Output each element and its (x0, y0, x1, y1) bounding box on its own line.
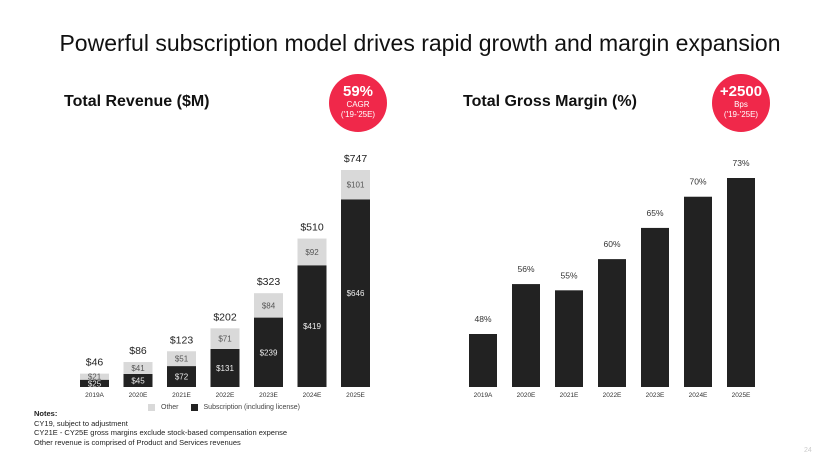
label-other: $92 (305, 248, 319, 257)
bps-badge: +2500 Bps ('19-'25E) (712, 74, 770, 132)
page-title: Powerful subscription model drives rapid… (59, 30, 781, 56)
bar-other (210, 328, 240, 349)
bar-gross-margin (469, 334, 497, 387)
cagr-value: 59% (342, 83, 374, 100)
revenue-chart-title: Total Revenue ($M) (64, 93, 210, 110)
x-tick-label: 2023E (646, 392, 665, 399)
label-total: $510 (300, 222, 324, 234)
label-value: 48% (474, 314, 491, 324)
cagr-badge: 59% CAGR ('19-'25E) (329, 74, 387, 132)
notes: Notes: CY19, subject to adjustment CY21E… (34, 409, 287, 447)
x-tick-label: 2022E (603, 392, 622, 399)
label-total: $46 (86, 357, 104, 369)
bar-other (297, 238, 327, 266)
bar-other (80, 373, 109, 380)
bar-other (167, 351, 196, 367)
note-line: Other revenue is comprised of Product an… (34, 437, 241, 447)
label-subscription: $72 (175, 373, 189, 382)
label-other: $71 (218, 335, 232, 344)
x-tick-label: 2024E (303, 392, 322, 399)
label-subscription: $131 (216, 364, 234, 373)
bps-period: ('19-'25E) (723, 110, 759, 119)
bps-label: Bps (734, 100, 748, 109)
legend-label-other: Other (161, 404, 179, 411)
label-total: $202 (213, 311, 237, 323)
x-tick-label: 2019A (474, 392, 493, 399)
x-tick-label: 2024E (689, 392, 708, 399)
label-value: 55% (560, 270, 577, 280)
label-total: $86 (129, 345, 147, 357)
label-other: $21 (88, 373, 102, 382)
label-total: $323 (257, 276, 281, 288)
bar-subscription (80, 379, 109, 387)
legend-label-subscription: Subscription (including license) (203, 404, 301, 411)
x-tick-label: 2021E (560, 392, 579, 399)
bar-subscription (210, 348, 240, 387)
margin-chart-title: Total Gross Margin (%) (463, 93, 637, 110)
bps-value: +2500 (719, 83, 763, 100)
label-subscription: $646 (347, 289, 365, 298)
label-value: 65% (646, 208, 663, 218)
legend: Other Subscription (including license) (148, 404, 300, 411)
label-total: $747 (344, 153, 368, 165)
label-value: 73% (732, 158, 749, 168)
label-other: $101 (347, 181, 365, 190)
bar-subscription (254, 317, 283, 387)
bar-gross-margin (512, 284, 540, 387)
legend-swatch-subscription (190, 404, 198, 411)
label-value: 56% (517, 264, 534, 274)
bar-subscription (123, 373, 153, 387)
label-total: $123 (170, 334, 194, 346)
x-tick-label: 2022E (216, 392, 235, 399)
x-tick-label: 2020E (517, 392, 536, 399)
revenue-chart: $25$21 $46 2019A $45 $41 $86 2020E $72 $51 $123 20… (80, 153, 370, 399)
bar-gross-margin (727, 178, 755, 387)
label-other: $84 (262, 301, 276, 310)
x-tick-label: 2020E (129, 392, 148, 399)
bar-subscription (167, 366, 196, 387)
note-line: CY21E - CY25E gross margins exclude stoc… (34, 428, 288, 437)
bar-gross-margin (641, 227, 669, 387)
cagr-period: ('19-'25E) (340, 110, 376, 119)
x-tick-label: 2025E (346, 392, 365, 399)
label-subscription: $239 (260, 348, 278, 357)
label-other: $51 (175, 355, 189, 364)
cagr-label: CAGR (346, 100, 370, 109)
bar-gross-margin (598, 259, 626, 387)
label-subscription: $419 (303, 322, 321, 331)
x-tick-label: 2019A (85, 392, 104, 399)
legend-swatch-other (148, 404, 155, 411)
bar-gross-margin (684, 196, 712, 387)
page-number: 24 (804, 447, 812, 454)
label-value: 70% (689, 177, 706, 187)
x-tick-label: 2025E (732, 392, 751, 399)
label-value: 60% (603, 239, 620, 249)
label-subscription: $45 (131, 376, 145, 385)
bar-subscription (297, 265, 327, 387)
gross-margin-chart: 48% 2019A 56% 2020E 55% 2021E 60% 2022E 65% 2023E… (469, 158, 755, 399)
label-subscription: $25 (88, 379, 102, 388)
notes-heading: Notes: (34, 409, 58, 418)
bar-other (341, 170, 370, 200)
label-other: $41 (131, 364, 145, 373)
bar-other (123, 362, 153, 374)
bar-other (254, 293, 283, 318)
x-tick-label: 2023E (259, 392, 278, 399)
bar-gross-margin (555, 290, 583, 387)
bar-subscription (341, 199, 370, 387)
x-tick-label: 2021E (172, 392, 191, 399)
note-line: CY19, subject to adjustment (34, 418, 128, 428)
